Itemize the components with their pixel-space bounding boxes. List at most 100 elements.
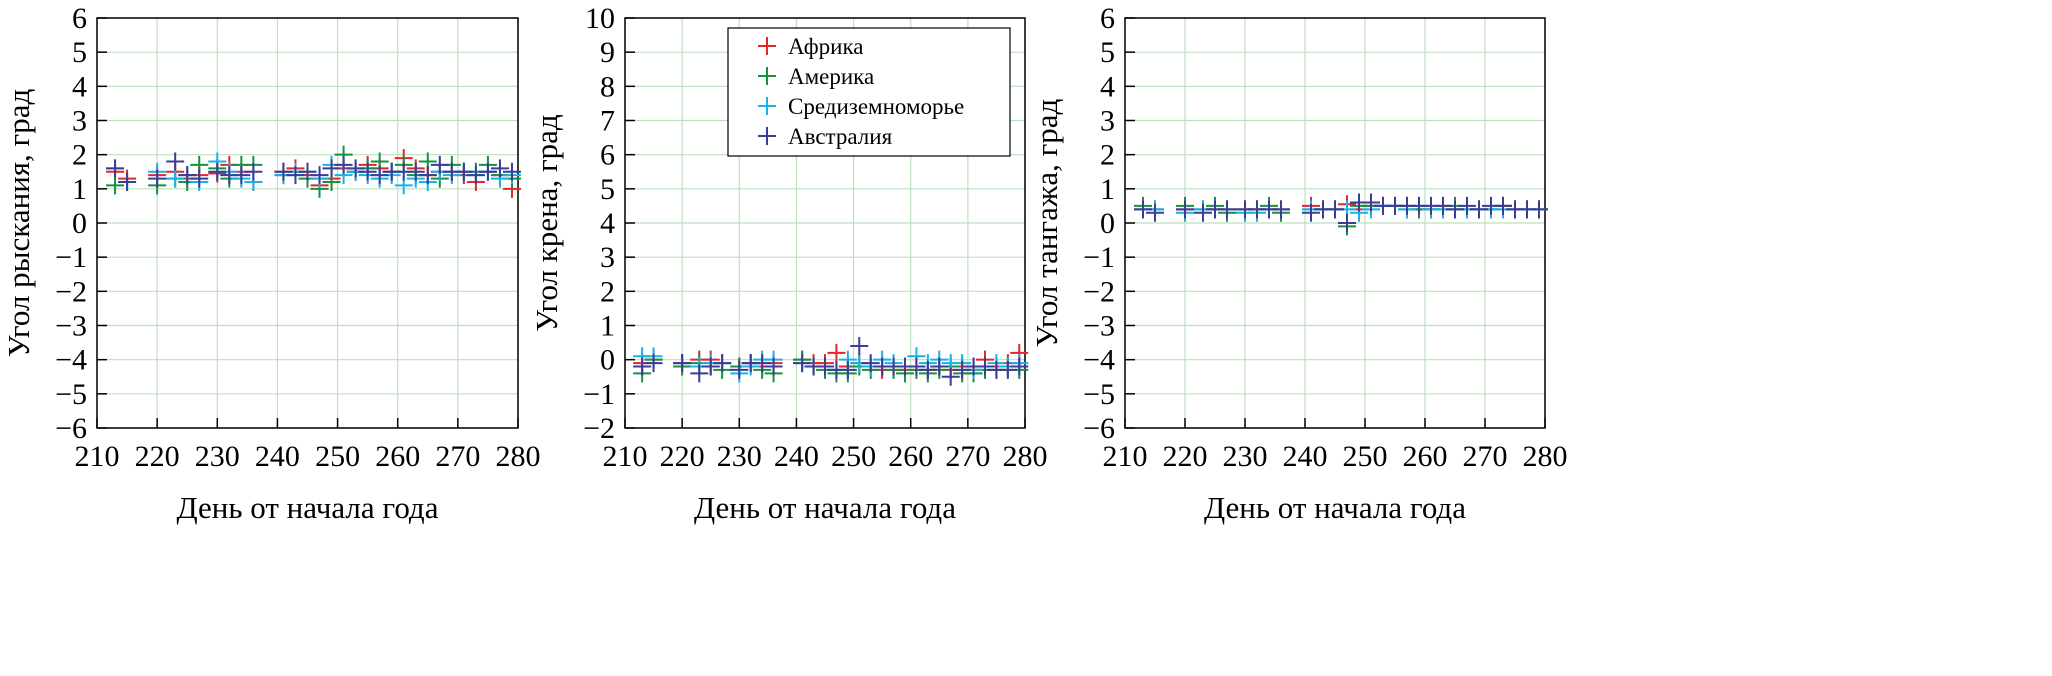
data-point-Австралия — [118, 173, 137, 191]
x-axis-label: День от начала года — [694, 490, 956, 525]
x-tick-label: 260 — [1403, 440, 1448, 473]
data-point-Австралия — [1434, 196, 1452, 215]
data-point-Австралия — [850, 337, 869, 355]
y-tick-label: 5 — [600, 173, 615, 206]
data-point-Австралия — [907, 357, 926, 376]
data-point-Австралия — [232, 166, 251, 185]
data-point-Австралия — [322, 159, 341, 178]
data-point-Австралия — [730, 360, 749, 379]
y-axis-label: Угол рыскания, град — [1, 88, 36, 357]
y-tick-label: −1 — [55, 241, 87, 274]
y-tick-label: −2 — [55, 275, 87, 308]
data-point-Австралия — [358, 162, 377, 181]
data-point-Австралия — [1470, 200, 1488, 219]
x-tick-label: 280 — [1523, 440, 1568, 473]
legend-box — [727, 27, 1011, 157]
x-tick-label: 210 — [75, 440, 120, 473]
x-tick-label: 260 — [375, 440, 420, 473]
y-tick-label: 6 — [1100, 2, 1115, 35]
data-point-Австралия — [644, 354, 663, 373]
data-point-Австралия — [418, 166, 437, 185]
data-point-Австралия — [454, 162, 473, 181]
y-tick-label: −5 — [1083, 378, 1115, 411]
data-point-Австралия — [1338, 214, 1356, 232]
data-point-Австралия — [298, 162, 317, 181]
x-tick-label: 220 — [135, 440, 180, 473]
data-point-Австралия — [1458, 196, 1476, 215]
y-tick-label: 5 — [1100, 36, 1115, 69]
x-tick-label: 220 — [1163, 440, 1208, 473]
data-point-Австралия — [1326, 200, 1344, 219]
legend-label: Средиземноморье — [788, 94, 964, 119]
data-point-Австралия — [1530, 200, 1548, 219]
y-tick-label: 0 — [600, 344, 615, 377]
data-point-Африка — [827, 343, 846, 362]
y-tick-label: −1 — [583, 378, 615, 411]
y-tick-label: 3 — [600, 241, 615, 274]
legend-label: Австралия — [788, 124, 893, 149]
data-point-Австралия — [286, 166, 305, 185]
plot-frame — [1124, 17, 1546, 429]
data-point-Австралия — [1494, 196, 1512, 215]
data-point-Австралия — [1302, 203, 1320, 222]
data-point-Австралия — [502, 162, 521, 181]
x-tick-label: 240 — [1283, 440, 1328, 473]
data-point-Австралия — [998, 360, 1017, 379]
y-tick-label: −4 — [1083, 344, 1115, 377]
y-tick-label: −3 — [1083, 310, 1115, 343]
y-tick-label: 4 — [600, 207, 615, 240]
y-tick-label: 3 — [1100, 105, 1115, 138]
data-point-Австралия — [310, 166, 329, 185]
y-tick-label: 1 — [1100, 173, 1115, 206]
data-point-Австралия — [1010, 357, 1029, 376]
data-point-Австралия — [406, 162, 425, 181]
y-tick-label: 1 — [72, 173, 87, 206]
data-point-Австралия — [274, 162, 293, 181]
data-point-Австралия — [753, 354, 772, 373]
y-tick-label: 2 — [72, 139, 87, 172]
data-point-Австралия — [953, 360, 972, 379]
x-tick-label: 270 — [435, 440, 480, 473]
x-axis-label: День от начала года — [1204, 490, 1466, 525]
x-tick-label: 280 — [496, 440, 541, 473]
y-tick-label: 1 — [600, 310, 615, 343]
data-point-Австралия — [1176, 200, 1194, 219]
x-tick-label: 240 — [774, 440, 819, 473]
data-point-Австралия — [106, 159, 125, 178]
plot-frame — [96, 17, 519, 429]
data-point-Австралия — [838, 360, 857, 379]
legend-marker — [758, 127, 776, 145]
data-point-Австралия — [1272, 200, 1290, 219]
data-point-Австралия — [244, 162, 263, 181]
x-tick-label: 230 — [717, 440, 762, 473]
data-point-Австралия — [1194, 203, 1212, 222]
data-point-Австралия — [1218, 200, 1236, 219]
y-tick-label: −5 — [55, 378, 87, 411]
legend-marker — [758, 97, 776, 115]
data-point-Австралия — [793, 354, 812, 373]
y-tick-label: −2 — [1083, 275, 1115, 308]
legend-marker — [758, 37, 776, 55]
x-tick-label: 270 — [1463, 440, 1508, 473]
y-axis-label: Угол крена, град — [529, 114, 564, 332]
data-point-Австралия — [1134, 200, 1152, 219]
x-tick-label: 260 — [888, 440, 933, 473]
data-point-Австралия — [816, 357, 834, 376]
data-point-Австралия — [478, 162, 497, 181]
y-tick-label: −3 — [55, 310, 87, 343]
data-point-Австралия — [490, 159, 509, 178]
panel-2: 210 220 230 240 250 260 270 280 −2−1012345678910… — [529, 2, 1048, 525]
y-tick-label: 2 — [600, 275, 615, 308]
x-tick-label: 240 — [255, 440, 300, 473]
y-tick-label: 9 — [600, 36, 615, 69]
data-point-Австралия — [861, 354, 880, 373]
y-tick-label: 6 — [600, 139, 615, 172]
data-point-Австралия — [1446, 200, 1464, 219]
y-tick-label: −4 — [55, 344, 87, 377]
x-tick-label: 210 — [1103, 440, 1148, 473]
x-tick-label: 210 — [603, 440, 648, 473]
data-point-Австралия — [430, 155, 449, 174]
data-point-Австралия — [1362, 193, 1380, 212]
data-point-Австралия — [148, 169, 167, 188]
